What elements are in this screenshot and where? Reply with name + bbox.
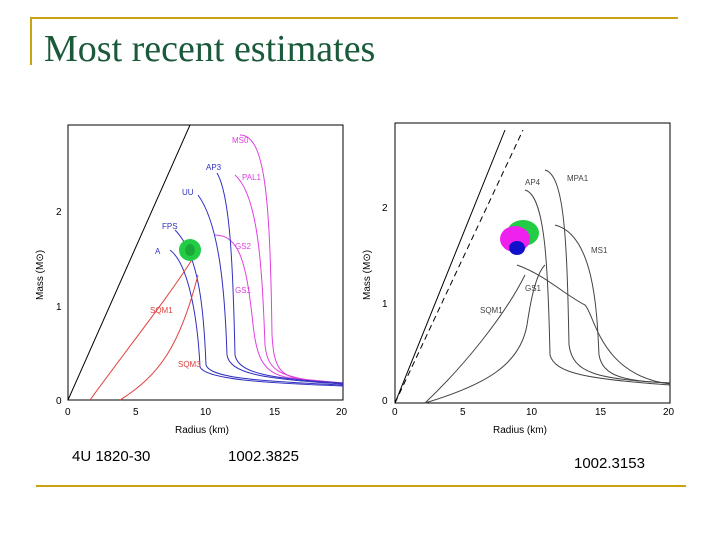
measurement-region-core bbox=[185, 244, 195, 256]
curve-label: SQM3 bbox=[178, 360, 201, 369]
frame-bottom-line bbox=[36, 485, 686, 487]
eos-curve-uu bbox=[197, 194, 344, 385]
eos-curve-gs2 bbox=[214, 234, 344, 384]
y-axis-label: Mass (M⊙) bbox=[35, 250, 46, 300]
y-tick-label: 0 bbox=[56, 396, 62, 407]
eos-curve-ap4 bbox=[524, 189, 671, 386]
eos-curve-mpa1 bbox=[544, 169, 671, 384]
eos-curve-gs1 bbox=[516, 264, 671, 385]
frame-left-line bbox=[30, 17, 32, 65]
curve-label: GS1 bbox=[235, 286, 252, 295]
y-tick-label: 0 bbox=[382, 396, 388, 407]
eos-curve-extra bbox=[424, 264, 546, 404]
curve-label: A bbox=[155, 247, 161, 256]
x-tick-label: 20 bbox=[336, 407, 348, 418]
y-tick-label: 2 bbox=[56, 207, 62, 218]
y-tick-label: 1 bbox=[382, 299, 388, 310]
curve-label: MS0 bbox=[232, 136, 249, 145]
eos-curve-sqm1 bbox=[424, 274, 526, 404]
mass-radius-chart-left: MS0 AP3 PAL1 UU FPS GS2 A GS1 SQM1 SQM3 … bbox=[35, 124, 348, 436]
curve-label: UU bbox=[182, 188, 194, 197]
curve-label: SQM1 bbox=[150, 306, 173, 315]
curve-label: GS1 bbox=[525, 284, 542, 293]
y-tick-label: 2 bbox=[382, 203, 388, 214]
slide-title: Most recent estimates bbox=[44, 28, 376, 70]
x-tick-label: 20 bbox=[663, 407, 675, 418]
curve-label: MS1 bbox=[591, 246, 608, 255]
causality-line-dashed bbox=[394, 129, 524, 404]
eos-curve-ap3 bbox=[216, 172, 344, 384]
curve-label: SQM1 bbox=[480, 306, 503, 315]
caption-arxiv-left: 1002.3825 bbox=[228, 448, 299, 465]
x-tick-label: 5 bbox=[133, 407, 139, 418]
x-tick-label: 0 bbox=[392, 407, 398, 418]
mass-radius-chart-right: AP4 MPA1 MS1 GS1 SQM1 0 5 10 15 20 0 1 2… bbox=[362, 122, 675, 436]
x-tick-label: 10 bbox=[200, 407, 212, 418]
caption-source-left: 4U 1820-30 bbox=[72, 448, 151, 465]
x-tick-label: 15 bbox=[595, 407, 607, 418]
x-tick-label: 15 bbox=[269, 407, 281, 418]
curve-label: PAL1 bbox=[242, 173, 262, 182]
y-tick-label: 1 bbox=[56, 302, 62, 313]
y-axis-label: Mass (M⊙) bbox=[362, 250, 373, 300]
x-tick-label: 10 bbox=[526, 407, 538, 418]
eos-curve-a bbox=[169, 249, 344, 387]
frame-top-line bbox=[30, 17, 678, 19]
eos-curve-ms1 bbox=[554, 224, 671, 384]
plot-frame bbox=[394, 122, 671, 404]
curve-label: MPA1 bbox=[567, 174, 589, 183]
curve-label: AP4 bbox=[525, 178, 541, 187]
eos-curve-sqm3 bbox=[119, 274, 199, 401]
curve-label: FPS bbox=[162, 222, 178, 231]
curve-label: GS2 bbox=[235, 242, 252, 251]
eos-curve-pal1 bbox=[234, 174, 344, 385]
eos-curve-sqm1 bbox=[89, 254, 196, 401]
curve-label: AP3 bbox=[206, 163, 222, 172]
eos-curve-fps bbox=[174, 229, 344, 386]
plot-frame bbox=[67, 124, 344, 401]
causality-line bbox=[67, 124, 191, 401]
measurement-region-blue bbox=[509, 241, 525, 255]
x-axis-label: Radius (km) bbox=[175, 425, 229, 436]
x-axis-label: Radius (km) bbox=[493, 425, 547, 436]
causality-line bbox=[394, 129, 506, 404]
x-tick-label: 5 bbox=[460, 407, 466, 418]
x-tick-label: 0 bbox=[65, 407, 71, 418]
caption-arxiv-right: 1002.3153 bbox=[574, 455, 645, 472]
